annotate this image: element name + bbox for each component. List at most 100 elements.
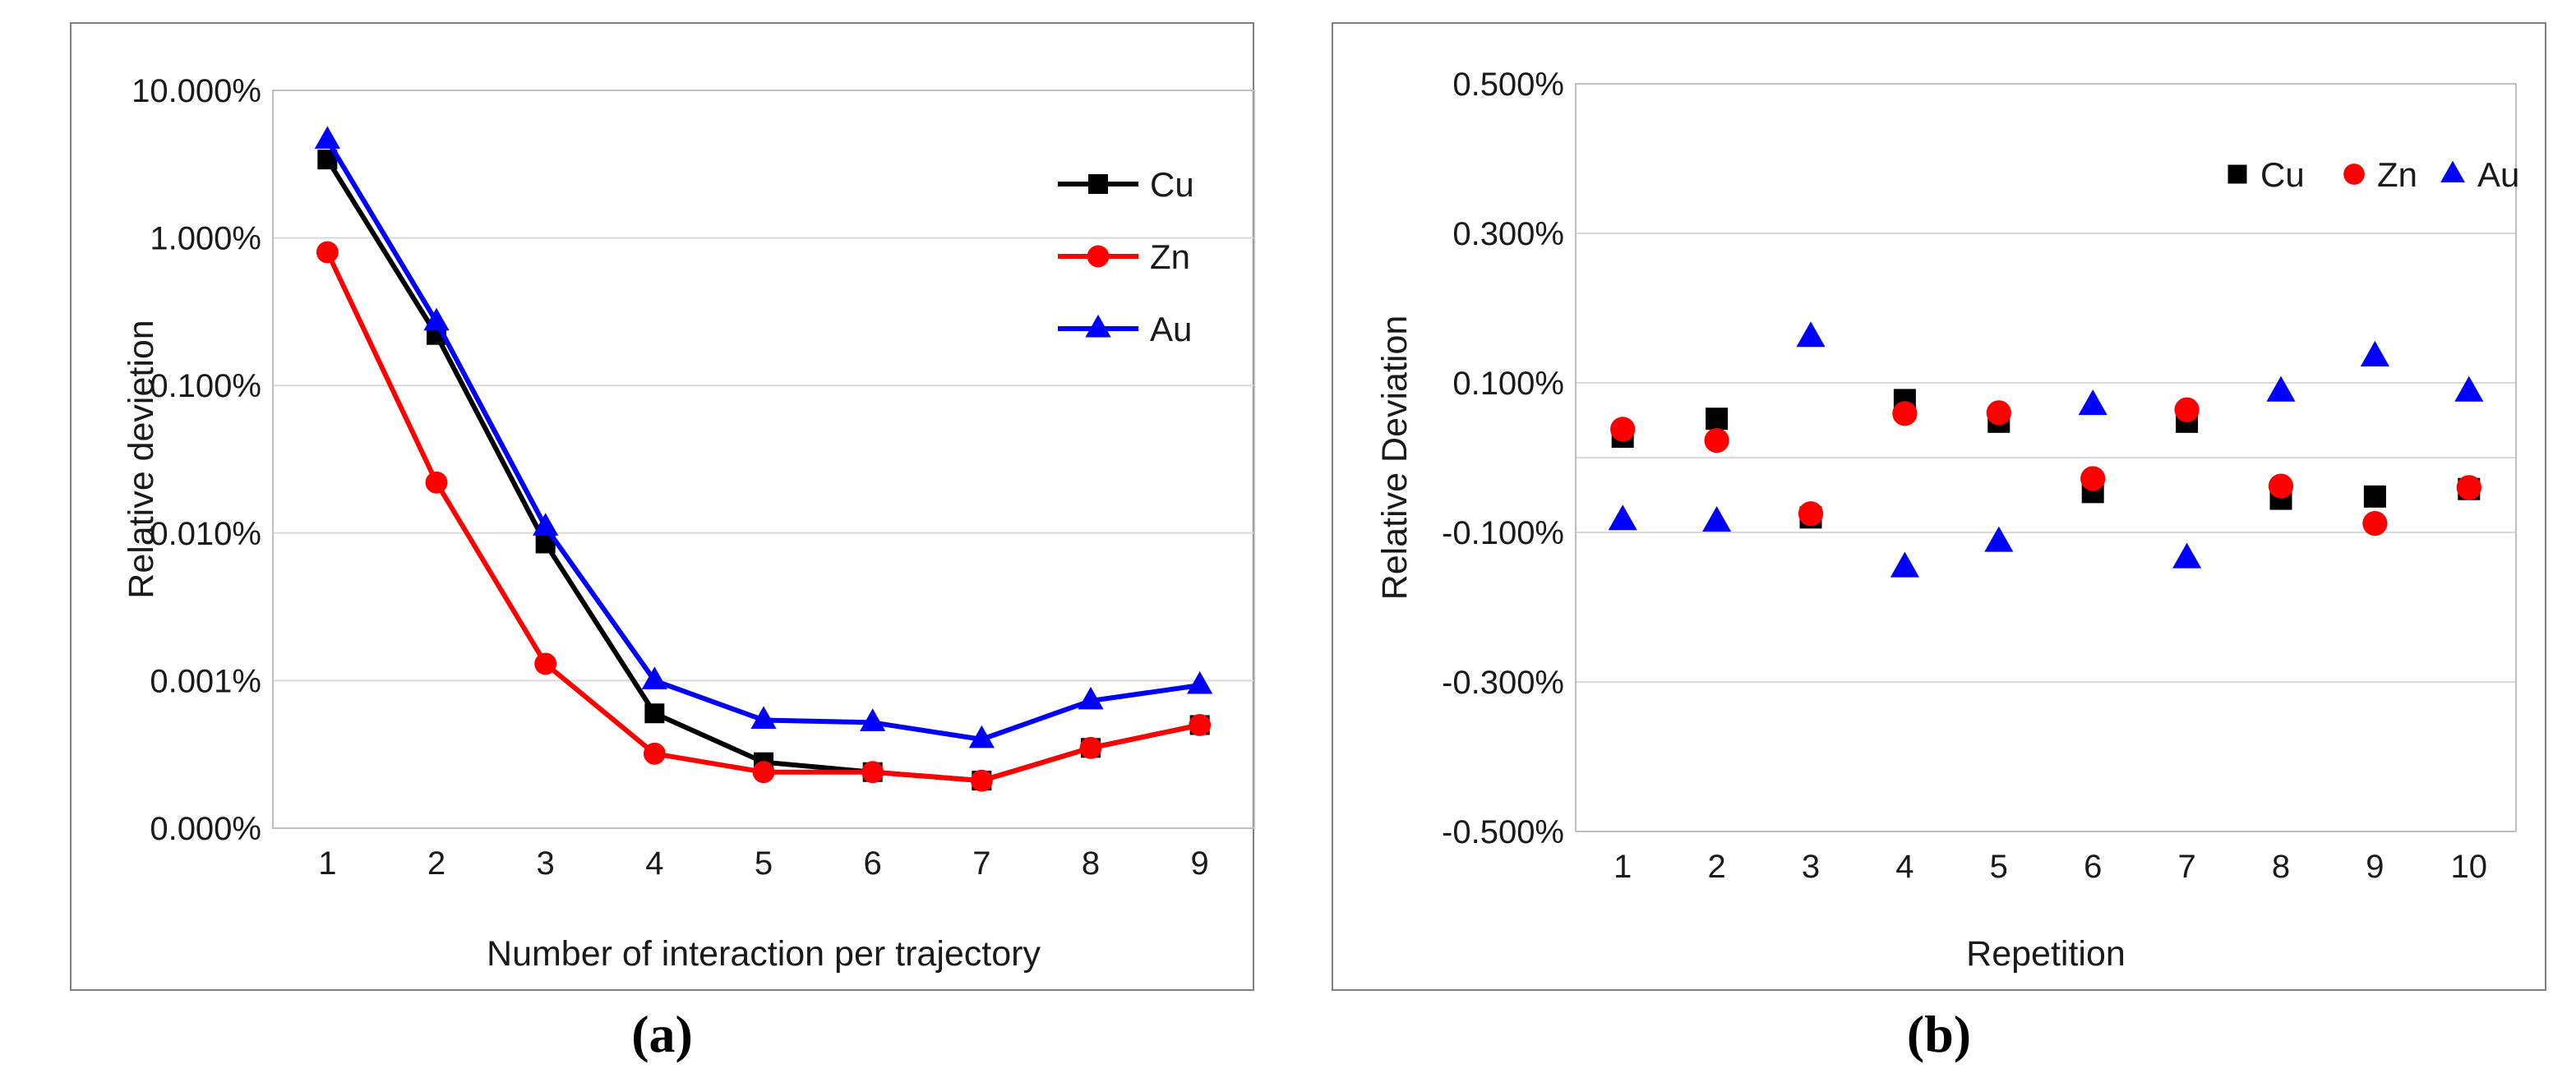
plot-border bbox=[272, 90, 1255, 829]
data-point-Zn bbox=[643, 742, 666, 765]
series-Au bbox=[314, 126, 1213, 748]
legend: Cu Zn Au bbox=[2227, 155, 2519, 194]
legend-item-Au: Au bbox=[1058, 310, 1192, 348]
x-tick-label: 9 bbox=[1191, 845, 1209, 882]
data-point-Zn bbox=[1189, 714, 1212, 736]
data-point-Zn bbox=[1798, 501, 1824, 527]
data-point-Zn bbox=[425, 471, 448, 494]
x-tick-label: 9 bbox=[2366, 849, 2384, 885]
data-point-Zn bbox=[1610, 417, 1636, 442]
data-point-Cu bbox=[644, 703, 665, 724]
x-tick-label: 7 bbox=[2177, 849, 2195, 885]
legend-marker-Zn bbox=[1087, 245, 1110, 268]
data-point-Au bbox=[2266, 375, 2296, 402]
series-Cu bbox=[317, 150, 1210, 791]
x-tick-label: 4 bbox=[645, 845, 663, 882]
y-tick-label: -0.100% bbox=[1442, 515, 1564, 551]
x-tick-label: 3 bbox=[1802, 849, 1820, 885]
y-tick-label: 0.500% bbox=[1452, 67, 1564, 103]
data-point-Zn bbox=[2456, 475, 2481, 500]
data-point-Cu bbox=[1706, 408, 1729, 431]
data-point-Au bbox=[1608, 504, 1637, 531]
x-tick-label: 7 bbox=[972, 845, 990, 882]
x-tick-label: 3 bbox=[537, 845, 555, 882]
data-point-Zn bbox=[970, 769, 993, 792]
x-tick-label: 4 bbox=[1895, 849, 1914, 885]
data-point-Au bbox=[423, 307, 450, 331]
legend-marker-Cu bbox=[1088, 174, 1108, 194]
y-tick-label: -0.300% bbox=[1442, 665, 1564, 701]
series-line-Au bbox=[325, 139, 1201, 742]
series-line-Zn bbox=[325, 251, 1201, 784]
panel-chart-a: 10.000% 1.000% 0.100% 0.010% 0.001% 0.000% 1 2 3… bbox=[70, 22, 1255, 991]
data-point-Zn bbox=[316, 241, 339, 264]
y-tick-label: 0.300% bbox=[1452, 216, 1564, 252]
data-point-Zn bbox=[1079, 736, 1102, 759]
caption-panel-b: (b) bbox=[1906, 1005, 1972, 1063]
data-point-Au bbox=[1984, 526, 2014, 552]
data-point-Cu bbox=[2363, 485, 2386, 508]
data-point-Zn bbox=[2080, 466, 2106, 491]
legend-label-Au: Au bbox=[1150, 310, 1192, 348]
series-Zn bbox=[1610, 397, 2481, 537]
data-point-Au bbox=[2454, 375, 2484, 402]
series-Au bbox=[1608, 321, 2484, 578]
series-Cu bbox=[1611, 389, 2481, 529]
y-tick-label: 0.001% bbox=[150, 663, 261, 699]
data-point-Au bbox=[2172, 542, 2202, 569]
chart-a-canvas: 10.000% 1.000% 0.100% 0.010% 0.001% 0.000% 1 2 3… bbox=[132, 73, 1255, 882]
legend-label-Au: Au bbox=[2477, 155, 2519, 194]
y-tick-label: 0.000% bbox=[150, 811, 261, 847]
x-tick-label: 2 bbox=[427, 845, 445, 882]
data-point-Au bbox=[2078, 389, 2107, 416]
data-point-Au bbox=[641, 666, 667, 689]
x-tick-label: 1 bbox=[318, 845, 336, 882]
data-point-Au bbox=[1702, 506, 1732, 532]
x-tick-label: 10 bbox=[2451, 849, 2488, 885]
chart-a-y-axis-title: Relative devietion bbox=[122, 320, 161, 599]
panel-chart-b: 0.500% 0.300% 0.100% -0.100% -0.300% -0.500% 1… bbox=[1332, 22, 2546, 991]
data-point-Au bbox=[1890, 551, 1919, 578]
caption-panel-a: (a) bbox=[631, 1005, 693, 1063]
legend-item-Au: Au bbox=[2440, 155, 2519, 194]
data-point-Au bbox=[2360, 340, 2389, 366]
x-tick-label: 5 bbox=[755, 845, 773, 882]
chart-b-canvas: 0.500% 0.300% 0.100% -0.100% -0.300% -0.500% 1… bbox=[1442, 67, 2519, 885]
data-point-Zn bbox=[1892, 401, 1918, 426]
data-point-Au bbox=[533, 513, 559, 536]
data-point-Au bbox=[860, 708, 886, 731]
legend-item-Cu: Cu bbox=[2227, 155, 2305, 194]
series-Zn bbox=[316, 241, 1212, 792]
legend: Cu Zn Au bbox=[1058, 165, 1194, 348]
legend-label-Cu: Cu bbox=[1150, 165, 1194, 204]
y-tick-label: 0.100% bbox=[1452, 366, 1564, 402]
chart-b-y-axis-title: Relative Deviation bbox=[1375, 315, 1415, 601]
data-point-Zn bbox=[1704, 427, 1729, 454]
data-point-Zn bbox=[2174, 397, 2200, 422]
chart-b-x-axis-title: Repetition bbox=[1966, 934, 2126, 974]
y-tick-label: 0.010% bbox=[150, 516, 261, 552]
data-point-Au bbox=[968, 725, 995, 748]
y-tick-label: 1.000% bbox=[150, 221, 261, 257]
data-point-Zn bbox=[1986, 400, 2011, 426]
y-tick-label: 0.100% bbox=[150, 368, 261, 404]
legend-marker-Au bbox=[2440, 160, 2465, 183]
data-point-Au bbox=[750, 706, 777, 729]
x-tick-label: 2 bbox=[1707, 849, 1725, 885]
legend-item-Zn: Zn bbox=[2343, 155, 2417, 194]
x-tick-label: 6 bbox=[2084, 849, 2102, 885]
data-point-Zn bbox=[752, 761, 775, 784]
legend-label-Zn: Zn bbox=[1150, 237, 1190, 276]
legend-marker-Au bbox=[1085, 314, 1111, 338]
legend-label-Cu: Cu bbox=[2260, 155, 2305, 194]
y-tick-label: 10.000% bbox=[132, 73, 261, 109]
data-point-Au bbox=[1187, 670, 1213, 694]
plot-border bbox=[1575, 83, 2517, 832]
x-tick-label: 1 bbox=[1613, 849, 1632, 885]
legend-label-Zn: Zn bbox=[2377, 155, 2417, 194]
data-point-Au bbox=[314, 126, 340, 150]
y-tick-label: -0.500% bbox=[1442, 814, 1564, 850]
legend-item-Cu: Cu bbox=[1058, 165, 1194, 204]
x-tick-label: 5 bbox=[1990, 849, 2008, 885]
data-point-Zn bbox=[534, 652, 557, 675]
